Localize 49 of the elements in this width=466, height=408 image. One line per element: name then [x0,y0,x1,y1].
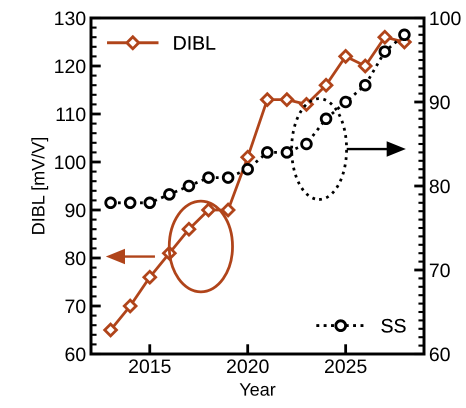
point [241,162,254,176]
point [338,49,353,64]
x-tick-label: 2020 [227,359,269,374]
y-tick-label: 60 [66,347,86,362]
point [144,196,156,210]
y2-tick-label: 100 [430,11,461,26]
point [201,202,216,218]
y-tick-label: 130 [55,11,86,26]
point [261,146,274,159]
y-tick-label: 100 [55,155,86,170]
point [222,171,234,184]
point [378,45,392,58]
y2-tick-label: 60 [430,347,450,362]
point [142,270,158,284]
y2-tick-label: 90 [430,95,450,110]
y2-tick-label: 70 [430,263,450,278]
point [182,222,196,236]
point [358,58,373,74]
x-axis-title: Year [240,383,276,396]
point [318,78,334,92]
y-tick-label: 80 [65,251,86,266]
y-tick-label: 90 [65,203,86,218]
y-tick-label: 120 [55,59,86,74]
point [398,28,411,42]
y2-tick-label: 80 [430,179,450,194]
point [280,146,294,159]
point [339,96,352,108]
legend-label: SS [381,318,406,333]
point [358,78,372,92]
point [320,112,332,126]
point [104,196,117,210]
point [378,30,392,44]
x-tick-label: 2015 [129,359,171,374]
y-tick-label: 110 [56,107,86,122]
point [240,150,255,164]
x-tick-label: 2025 [325,359,366,374]
point [163,188,176,201]
point [220,202,236,218]
y-tick-label: 70 [66,299,86,314]
point [124,196,136,210]
point [300,138,313,150]
point [202,171,215,184]
legend-label: DIBL [174,36,216,50]
point [122,298,138,314]
point [280,92,294,107]
point [103,322,118,338]
point [182,180,196,192]
point [260,92,275,107]
y-axis-title: DIBL [mV/V] [31,138,48,234]
